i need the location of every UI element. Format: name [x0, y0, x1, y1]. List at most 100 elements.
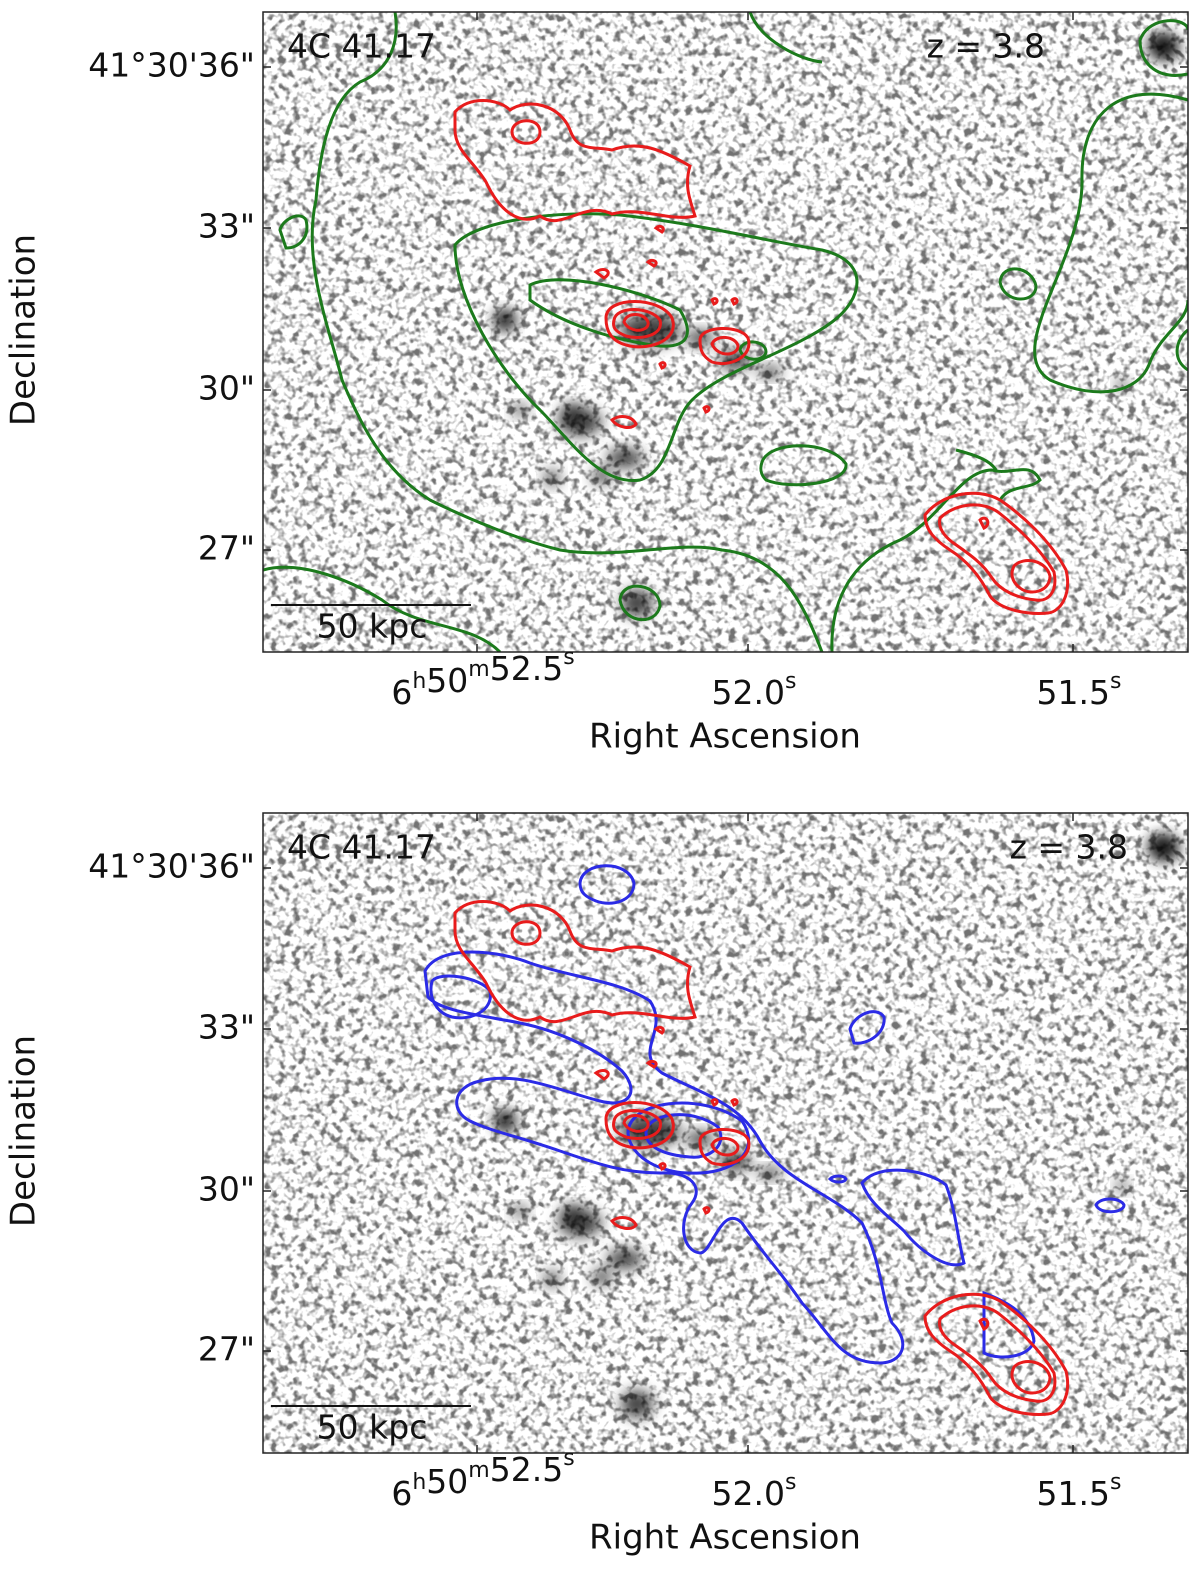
lya-contour [429, 974, 492, 1020]
galaxy [607, 1249, 643, 1269]
radio-contour [593, 224, 990, 531]
galaxy [592, 1269, 612, 1285]
radio-contour [612, 1109, 662, 1140]
co-contour [1175, 328, 1188, 372]
y-tick-label: 33" [198, 1008, 255, 1047]
radio-contour [622, 1114, 650, 1133]
radio-contour [453, 900, 697, 1024]
source-name: 4C 41.17 [287, 828, 436, 867]
galaxy [544, 470, 560, 486]
radio-contour [710, 1137, 740, 1157]
galaxy [758, 1167, 782, 1179]
co-contour [955, 448, 998, 471]
galaxy [607, 448, 643, 468]
co-contour [998, 267, 1038, 301]
y-axis-label: Declination [4, 1035, 44, 1227]
source-name: 4C 41.17 [287, 27, 436, 66]
x-tick-label: 6h50m52.5s [391, 645, 574, 712]
x-tick-unit: s [1110, 669, 1121, 694]
galaxy [1151, 837, 1179, 861]
galaxy [758, 366, 782, 378]
scale-bar-label: 50 kpc [317, 607, 428, 646]
co-contour [453, 212, 859, 482]
x-tick-unit: m [468, 657, 489, 682]
galaxy [544, 1271, 560, 1287]
galaxy [1116, 1180, 1128, 1192]
image [263, 813, 1188, 1453]
lya-contour [827, 1174, 848, 1184]
image [263, 12, 1188, 652]
radio-contour [593, 1025, 990, 1332]
y-axis-label: Declination [4, 234, 44, 426]
x-tick-unit: s [1110, 1470, 1121, 1495]
x-tick-value: 51.5 [1037, 673, 1110, 712]
y-tick-label: 33" [198, 207, 255, 246]
x-tick-label: 52.0s [712, 669, 797, 712]
x-tick-value: 50 [426, 661, 468, 700]
x-axis-label: Right Ascension [589, 1518, 861, 1558]
x-axis-label: Right Ascension [589, 717, 861, 757]
lya-contour [423, 950, 905, 1365]
radio-contour [698, 1127, 751, 1166]
x-tick-label: 52.0s [712, 1470, 797, 1513]
x-tick-unit: s [563, 645, 574, 670]
radio-contour [604, 300, 675, 349]
x-tick-unit: h [412, 1470, 426, 1495]
co-contour [310, 12, 824, 652]
image-noise [263, 12, 1188, 652]
x-tick-label: 51.5s [1037, 1470, 1122, 1513]
lya-contour [1094, 1197, 1126, 1214]
x-tick-value: 52.5 [490, 1450, 563, 1489]
y-tick-label: 41°30'36" [88, 847, 255, 886]
galaxy [512, 404, 528, 416]
radio-contour [453, 99, 697, 223]
co-contour [748, 12, 823, 64]
radio-contour [923, 491, 1069, 615]
radio-contour [612, 308, 662, 339]
co-contour [618, 584, 662, 622]
y-tick-label: 30" [198, 369, 255, 408]
radio-contour [622, 313, 650, 332]
radio-contour [510, 920, 542, 946]
y-tick-label: 27" [198, 529, 255, 568]
galaxy [562, 1205, 582, 1221]
x-tick-value: 50 [426, 1462, 468, 1501]
radio-contour [710, 336, 740, 356]
galaxy [621, 1390, 653, 1418]
galaxy [495, 309, 515, 327]
frame [262, 11, 1189, 653]
radio-contour [609, 415, 638, 429]
x-tick-label: 6h50m52.5s [391, 1446, 574, 1513]
galaxy [495, 1110, 515, 1128]
radio-contour [1010, 559, 1052, 594]
y-tick-label: 27" [198, 1330, 255, 1369]
galaxy [562, 404, 582, 420]
co-contour [1033, 92, 1188, 394]
lya-contour [848, 1010, 886, 1045]
x-tick-value: 52.0 [712, 1474, 785, 1513]
radio-contour [510, 119, 542, 145]
redshift: z = 3.8 [1010, 828, 1128, 867]
y-tick-label: 41°30'36" [88, 46, 255, 85]
x-tick-unit: s [785, 669, 796, 694]
x-tick-unit: s [785, 1470, 796, 1495]
co-contour [759, 444, 848, 487]
x-tick-value: 6 [391, 673, 412, 712]
x-tick-unit: s [563, 1446, 574, 1471]
x-tick-value: 52.5 [490, 649, 563, 688]
lya-contour [860, 1168, 966, 1267]
frame [262, 812, 1189, 1454]
scale-bar-label: 50 kpc [317, 1408, 428, 1447]
x-tick-unit: m [468, 1458, 489, 1483]
radio-contour [938, 503, 1057, 602]
co-contour [1138, 19, 1188, 77]
x-tick-value: 51.5 [1037, 1474, 1110, 1513]
y-tick-label: 30" [198, 1170, 255, 1209]
radio-contour [609, 1216, 638, 1230]
x-tick-label: 51.5s [1037, 669, 1122, 712]
redshift: z = 3.8 [927, 27, 1045, 66]
co-contour [528, 278, 689, 348]
